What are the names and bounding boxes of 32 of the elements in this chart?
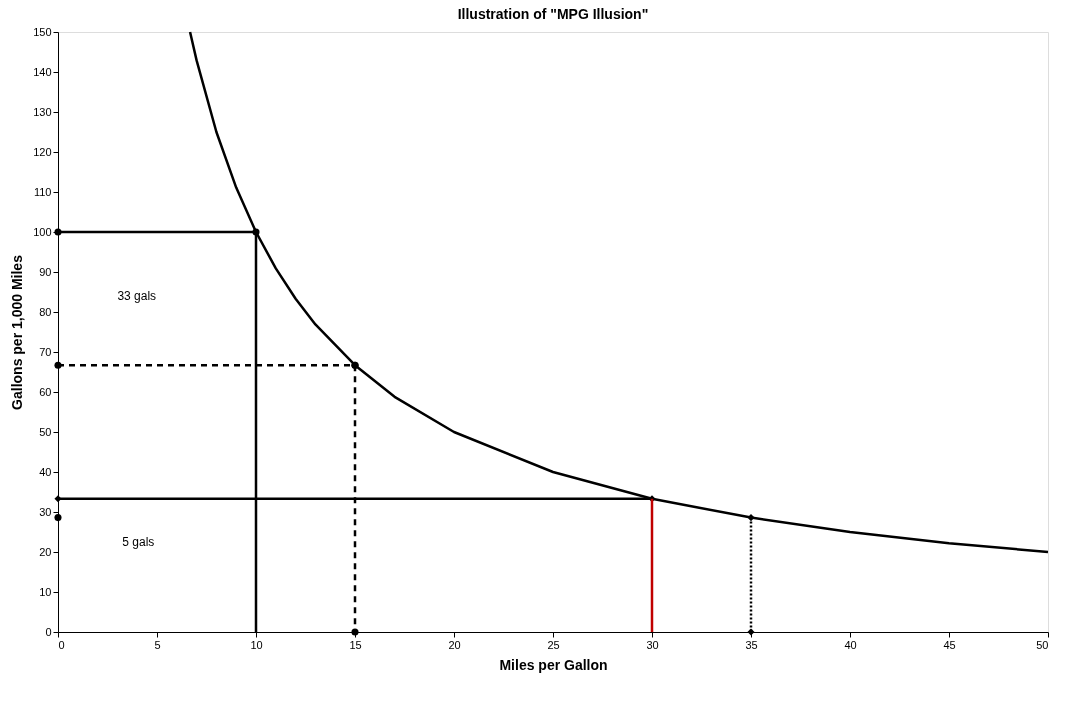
y-tick-label: 100 — [33, 225, 52, 238]
y-tick-label: 60 — [39, 385, 52, 398]
y-tick-label: 30 — [39, 505, 52, 518]
y-tick-label: 90 — [39, 265, 52, 278]
x-tick-label: 35 — [745, 638, 758, 651]
y-tick-label: 150 — [33, 25, 52, 38]
y-tick-label: 140 — [33, 65, 52, 78]
y-tick-label: 70 — [39, 345, 52, 358]
y-tick-label: 20 — [39, 545, 52, 558]
x-tick-label: 0 — [58, 638, 65, 651]
y-axis-title: Gallons per 1,000 Miles — [9, 254, 26, 410]
annotation: 5 gals — [122, 535, 155, 549]
x-tick-label: 20 — [448, 638, 461, 651]
x-tick-label: 50 — [1036, 638, 1049, 651]
y-tick-label: 40 — [39, 465, 52, 478]
x-tick-label: 15 — [349, 638, 362, 651]
y-tick-label: 10 — [39, 585, 52, 598]
x-tick-label: 30 — [646, 638, 659, 651]
y-tick-label: 80 — [39, 305, 52, 318]
y-tick-label: 110 — [33, 185, 52, 198]
x-tick-label: 10 — [250, 638, 263, 651]
x-tick-label: 40 — [844, 638, 857, 651]
chart-title: Illustration of "MPG Illusion" — [457, 6, 649, 22]
x-axis-title: Miles per Gallon — [499, 656, 608, 673]
y-tick-label: 120 — [33, 145, 52, 158]
x-tick-label: 25 — [547, 638, 560, 651]
y-tick-label: 130 — [33, 105, 52, 118]
x-tick-label: 45 — [943, 638, 956, 651]
y-tick-label: 50 — [39, 425, 52, 438]
x-tick-label: 5 — [154, 638, 161, 651]
y-tick-label: 0 — [45, 625, 52, 638]
annotation: 33 gals — [117, 289, 157, 303]
